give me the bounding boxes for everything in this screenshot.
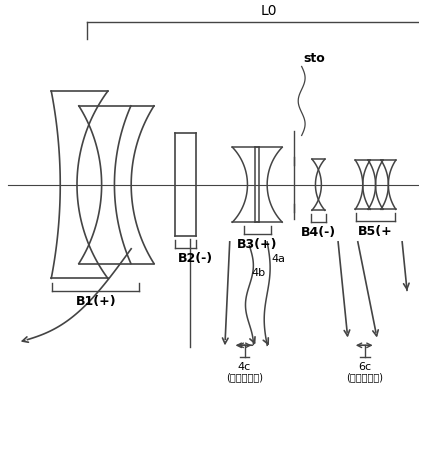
Text: L0: L0 (261, 4, 277, 18)
Text: 6c: 6c (358, 362, 371, 372)
Text: sto: sto (303, 52, 325, 65)
Text: B2(-): B2(-) (178, 252, 213, 265)
Text: 4b: 4b (252, 268, 265, 279)
Text: B1(+): B1(+) (76, 295, 116, 308)
Text: B3(+): B3(+) (237, 238, 278, 251)
Text: 4c: 4c (238, 362, 251, 372)
Text: B5(+: B5(+ (358, 225, 392, 238)
Text: 4a: 4a (271, 254, 285, 264)
Text: B4(-): B4(-) (301, 226, 336, 239)
Text: (フォーカス): (フォーカス) (226, 372, 263, 382)
Text: (フォーカス): (フォーカス) (346, 372, 383, 382)
